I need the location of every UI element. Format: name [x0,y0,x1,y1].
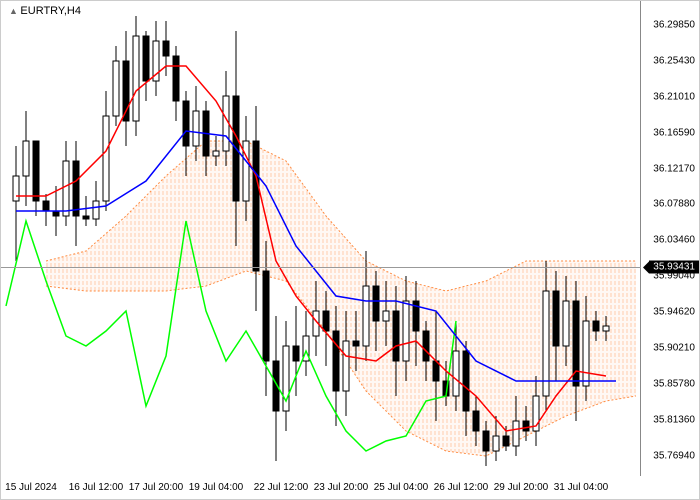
plot-area[interactable] [1,1,641,476]
candle-body [103,116,109,201]
y-tick-label: 36.03460 [653,235,695,246]
candle-body [453,351,459,396]
x-tick-label: 23 Jul 20:00 [314,482,369,493]
candle-body [63,161,69,216]
candle-body [263,271,269,361]
x-tick-label: 25 Jul 04:00 [374,482,429,493]
candle-body [503,436,509,446]
candle-body [373,286,379,321]
x-tick-label: 29 Jul 20:00 [494,482,549,493]
x-tick-label: 15 Jul 2024 [5,482,57,493]
current-price-marker: 35.93431 [649,261,699,274]
candle-body [43,201,49,211]
candle-body [323,311,329,331]
candle-body [393,311,399,361]
y-tick-label: 35.94620 [653,307,695,318]
candle-body [593,321,599,331]
y-tick-label: 36.21010 [653,92,695,103]
candle-body [93,201,99,219]
candle-body [583,321,589,386]
y-tick-label: 36.25430 [653,56,695,67]
candle-body [563,301,569,346]
candle-body [343,341,349,391]
x-tick-label: 19 Jul 04:00 [189,482,244,493]
chart-container: EURTRY,H4 [0,0,700,500]
x-tick-label: 22 Jul 12:00 [254,482,309,493]
y-tick-label: 36.29850 [653,20,695,31]
candle-body [603,326,609,331]
candle-body [253,141,259,271]
candle-body [163,41,169,56]
candle-body [133,36,139,121]
candle-body [23,141,29,176]
x-tick-label: 26 Jul 12:00 [434,482,489,493]
candle-body [243,141,249,201]
candle-body [523,421,529,431]
candle-body [183,101,189,146]
candle-body [113,61,119,116]
y-tick-label: 35.76940 [653,451,695,462]
candle-body [513,421,519,446]
candle-body [143,36,149,81]
candle-body [83,216,89,219]
y-tick-label: 35.81360 [653,415,695,426]
x-axis: 15 Jul 2024 16 Jul 12:00 17 Jul 20:00 19 Ju… [1,474,641,499]
y-tick-label: 35.90210 [653,343,695,354]
y-axis: 36.29850 36.25430 36.21010 36.16590 36.12170… [639,1,699,476]
y-tick-label: 36.12170 [653,164,695,175]
candle-body [383,311,389,321]
x-tick-label: 31 Jul 04:00 [554,482,609,493]
current-price-line [1,267,641,268]
candle-body [493,436,499,451]
candle-body [473,411,479,431]
candle-body [173,56,179,101]
candle-body [73,161,79,216]
candle-body [193,111,199,146]
candle-body [423,331,429,361]
y-tick-label: 36.16590 [653,128,695,139]
chart-svg [1,1,641,476]
candle-body [463,351,469,411]
candle-body [33,141,39,201]
x-tick-label: 16 Jul 12:00 [69,482,124,493]
y-tick-label: 36.07880 [653,199,695,210]
y-tick-label: 35.85780 [653,379,695,390]
chart-title: EURTRY,H4 [9,5,81,17]
cloud-hatch [1,1,641,476]
candle-body [293,346,299,361]
candle-body [13,176,19,201]
candle-body [353,341,359,346]
candle-body [363,286,369,346]
candle-body [403,301,409,361]
candle-body [333,331,339,391]
candle-body [553,291,559,346]
candle-body [483,431,489,451]
candle-body [213,151,219,156]
x-tick-label: 17 Jul 20:00 [129,482,184,493]
